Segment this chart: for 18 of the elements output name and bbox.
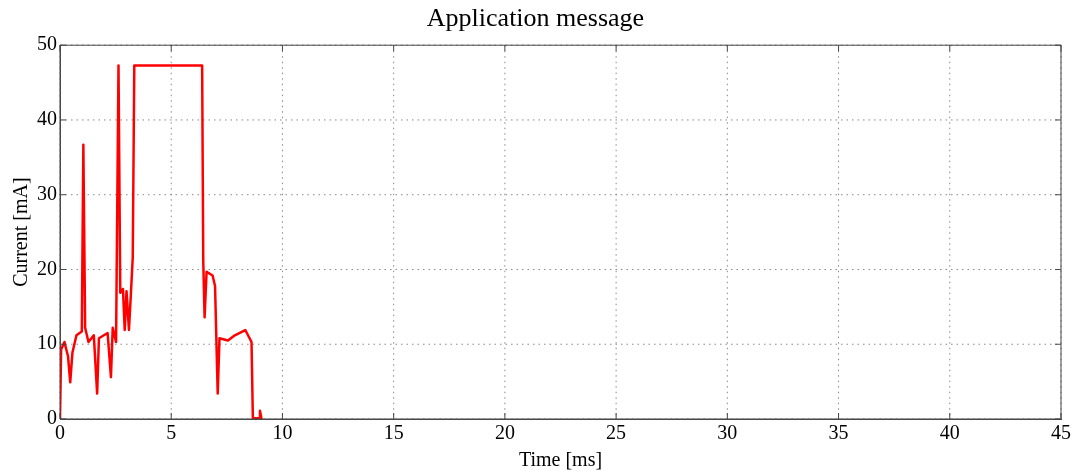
- x-tick-label: 45: [1051, 421, 1071, 444]
- x-axis-title: Time [ms]: [518, 448, 603, 471]
- y-tick-label: 50: [37, 32, 57, 55]
- x-tick-label: 20: [494, 421, 515, 444]
- y-tick-label: 20: [37, 256, 57, 279]
- y-tick-label: 30: [37, 181, 57, 204]
- x-tick-label: 10: [272, 421, 293, 444]
- x-tick-label: 5: [166, 421, 177, 444]
- x-tick-label: 25: [606, 421, 627, 444]
- chart-title: Application message: [426, 3, 645, 33]
- y-axis-title: Current [mA]: [9, 177, 32, 287]
- x-tick-label: 40: [939, 421, 960, 444]
- x-tick-label: 35: [828, 421, 849, 444]
- x-tick-label: 15: [383, 421, 404, 444]
- y-tick-label: 10: [37, 331, 57, 354]
- y-tick-label: 0: [47, 406, 57, 429]
- y-tick-label: 40: [37, 107, 57, 130]
- x-tick-label: 30: [717, 421, 738, 444]
